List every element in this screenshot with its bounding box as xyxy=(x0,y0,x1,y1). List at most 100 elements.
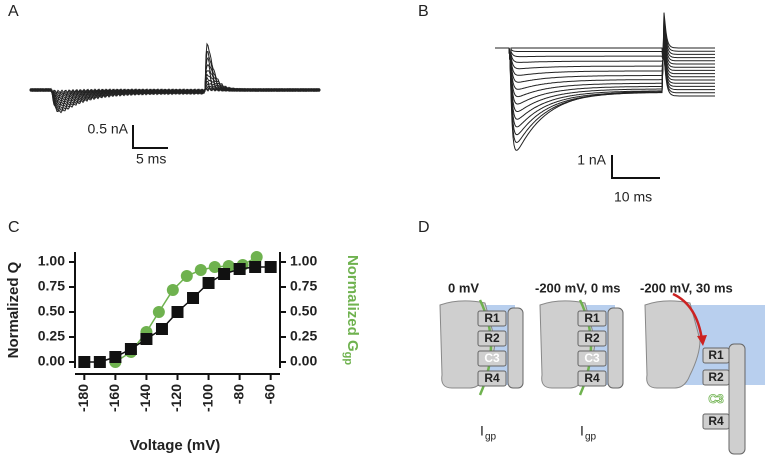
trace xyxy=(495,24,715,63)
y2-label-sub: gp xyxy=(342,352,354,366)
residue: R1 xyxy=(584,311,600,325)
circle-marker xyxy=(166,284,179,296)
residue-box xyxy=(477,310,507,327)
y-tick-label: 1.00 xyxy=(38,253,65,269)
current-sub: gp xyxy=(485,432,497,443)
square-marker xyxy=(155,323,168,335)
residue: C3 xyxy=(484,351,500,365)
current-sub: gp xyxy=(585,432,597,443)
y2-axis-label: Normalized Ggp xyxy=(342,255,361,365)
trace xyxy=(495,41,715,90)
residue-box xyxy=(577,310,607,327)
residue-box xyxy=(702,413,730,430)
x-tick-label: -140 xyxy=(137,384,153,412)
square-marker xyxy=(233,263,246,275)
current-label: I xyxy=(480,423,484,439)
circle-marker xyxy=(180,270,193,282)
trace xyxy=(29,42,321,114)
residue-box xyxy=(477,330,507,347)
trace xyxy=(29,70,321,106)
y-tick-label: 0.50 xyxy=(38,303,65,319)
y2-tick-label: 0.75 xyxy=(290,278,317,294)
square-marker xyxy=(171,306,184,318)
residue: R1 xyxy=(484,311,500,325)
pore xyxy=(507,307,524,389)
arrow xyxy=(672,292,704,341)
x-tick-label: -160 xyxy=(106,384,122,412)
x-axis-label: Voltage (mV) xyxy=(130,437,221,454)
residue-box xyxy=(702,369,730,386)
residue: R2 xyxy=(484,331,500,345)
square-marker xyxy=(218,268,231,280)
panel-label: A xyxy=(8,3,19,20)
residue: R1 xyxy=(708,348,724,362)
scale-bar xyxy=(611,155,660,179)
residue: R4 xyxy=(708,414,724,428)
state-title: -200 mV, 0 ms xyxy=(535,280,621,295)
domain xyxy=(644,300,701,389)
state: -200 mV, 0 ms R1 R2 C3 R4 I gp xyxy=(535,280,624,443)
residue: C3 xyxy=(708,392,724,406)
square-marker xyxy=(202,277,215,289)
scale-bar xyxy=(132,125,168,149)
trace xyxy=(29,63,321,108)
y-tick-label: 0.25 xyxy=(38,328,65,344)
square-marker xyxy=(93,356,106,368)
trace xyxy=(495,47,715,120)
state-title: 0 mV xyxy=(448,280,479,295)
residue: R2 xyxy=(584,331,600,345)
residue-box xyxy=(577,330,607,347)
trace xyxy=(495,47,715,144)
trace xyxy=(495,47,715,151)
square-marker xyxy=(187,292,200,304)
x-tick-label: -60 xyxy=(261,384,277,404)
panel-label: C xyxy=(8,219,20,236)
y2-tick-label: 1.00 xyxy=(290,253,317,269)
traces-a xyxy=(29,42,321,114)
residue-box xyxy=(577,370,607,387)
trace xyxy=(495,37,715,83)
square-marker xyxy=(109,351,122,363)
x-tick-label: -80 xyxy=(230,384,246,404)
circle-marker xyxy=(250,251,263,263)
circle-marker xyxy=(194,264,207,276)
trace xyxy=(495,33,715,76)
circle-marker xyxy=(208,261,221,273)
state-title: -200 mV, 30 ms xyxy=(640,280,733,295)
x-tick-label: -100 xyxy=(199,384,215,412)
trace xyxy=(495,47,715,112)
square-marker xyxy=(124,343,137,355)
y-tick-label: 0.75 xyxy=(38,278,65,294)
residue: C3 xyxy=(584,351,600,365)
square-marker xyxy=(78,356,91,368)
chart: Voltage (mV) Normalized Q Normalized Ggp… xyxy=(5,251,361,454)
x-tick-label: -180 xyxy=(75,384,91,412)
scale-label: 0.5 nA xyxy=(88,121,129,137)
trace xyxy=(495,47,715,105)
residue-box xyxy=(577,350,607,367)
residue-box xyxy=(702,347,730,364)
residue-box xyxy=(477,350,507,367)
scale-label: 10 ms xyxy=(614,189,652,205)
y2-label-main: Normalized G xyxy=(344,255,361,352)
y2-tick-label: 0.50 xyxy=(290,303,317,319)
state: 0 mV R1 R2 C3 R4 I gp xyxy=(439,280,524,443)
trace xyxy=(495,45,715,98)
pore xyxy=(728,343,746,455)
square-marker xyxy=(140,333,153,345)
y-tick-label: 0.00 xyxy=(38,353,65,369)
current-label: I xyxy=(580,423,584,439)
square-marker xyxy=(264,261,277,273)
circle-marker xyxy=(152,306,165,318)
pore xyxy=(607,307,624,389)
residue-box xyxy=(477,370,507,387)
square-marker xyxy=(249,261,262,273)
trace xyxy=(495,12,715,61)
residue: R2 xyxy=(708,370,724,384)
trace xyxy=(495,20,715,61)
y2-tick-label: 0.25 xyxy=(290,328,317,344)
state: -200 mV, 30 ms R1 R2 C3 R4 xyxy=(640,280,765,455)
x-tick-label: -120 xyxy=(168,384,184,412)
